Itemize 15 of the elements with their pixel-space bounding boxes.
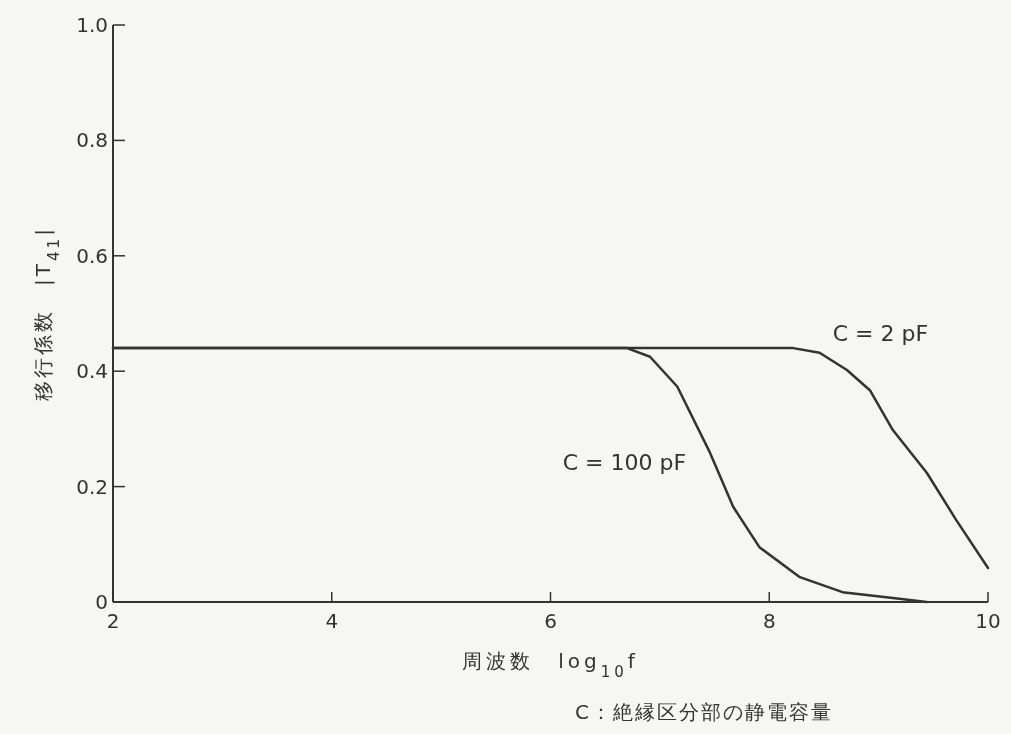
x-tick-label: 4 <box>325 609 339 633</box>
y-tick-label: 0.4 <box>76 359 108 384</box>
y-tick-label: 0.8 <box>76 128 108 153</box>
text: C：絶縁区分部の静電容量 <box>575 700 833 724</box>
x-tick-label: 10 <box>975 609 1001 633</box>
x-tick-label: 8 <box>762 609 776 633</box>
y-tick-label: 0 <box>95 590 108 614</box>
series-label: C = 2 pF <box>832 321 929 347</box>
y-tick-label: 1.0 <box>76 13 108 37</box>
x-tick-label: 2 <box>106 609 120 633</box>
y-tick-label: 0.6 <box>76 243 108 268</box>
y-tick-label: 0.2 <box>76 474 108 499</box>
x-axis-title: 周波数 log$_{10}$f <box>462 649 639 681</box>
series-label: C = 100 pF <box>562 450 687 476</box>
x-tick-label: 6 <box>544 609 557 633</box>
